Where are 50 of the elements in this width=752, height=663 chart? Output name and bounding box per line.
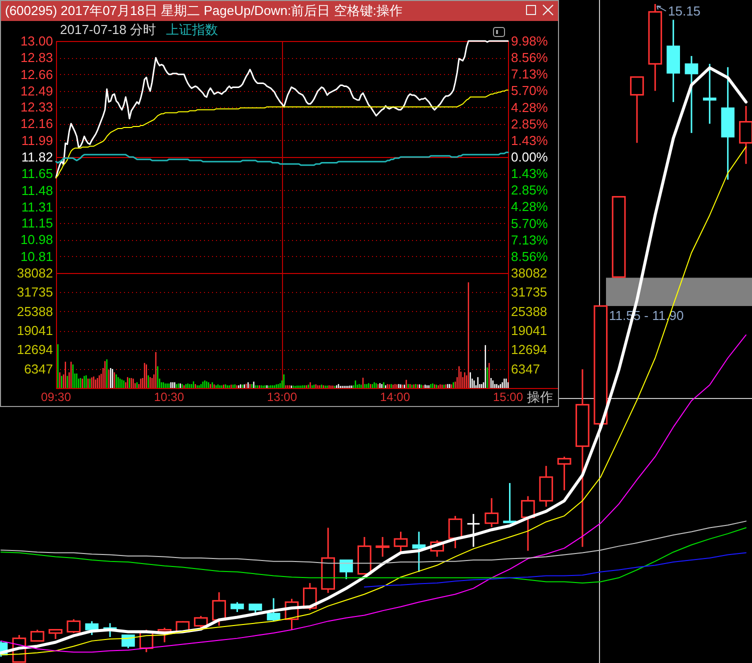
x-tick-label: 09:30 — [40, 390, 72, 404]
y2-tick-label: 8.56% — [511, 50, 548, 66]
annotation: 操作 — [527, 390, 553, 404]
y2-tick-label: 9.98% — [511, 34, 548, 48]
y-tick-label: 11.99 — [21, 132, 53, 148]
y-tick-label: 12694 — [16, 342, 53, 358]
x-tick-label: 13:00 — [266, 390, 298, 404]
y2-tick-label: 2.85% — [511, 116, 548, 132]
y-tick-label: 13.00 — [20, 34, 53, 48]
y-tick-label: 11.82 — [21, 150, 53, 164]
y-tick-label: 11.65 — [21, 166, 53, 182]
y-tick-label: 11.15 — [21, 215, 53, 230]
y2-tick-label: 19041 — [511, 323, 548, 338]
y-tick-label: 31735 — [16, 284, 53, 300]
y-tick-label: 12.83 — [20, 50, 53, 66]
y2-tick-label: 6347 — [511, 361, 540, 376]
y2-tick-label: 5.70% — [511, 83, 548, 98]
y2-tick-label: 1.43% — [511, 132, 548, 148]
x-tick-label: 10:30 — [154, 390, 184, 404]
y2-tick-label: 0.00% — [511, 150, 548, 164]
y-tick-label: 19041 — [16, 323, 53, 338]
y2-tick-label: 8.56% — [511, 248, 548, 264]
y2-tick-label: 31735 — [511, 284, 548, 300]
y-tick-label: 12.33 — [20, 99, 53, 114]
x-tick-label: 15:00 — [492, 390, 524, 404]
y2-tick-label: 4.28% — [511, 199, 548, 214]
y-tick-label: 10.98 — [20, 232, 53, 248]
y2-tick-label: 5.70% — [511, 216, 548, 231]
y2-tick-label: 38082 — [511, 266, 548, 280]
y-tick-label: 12.49 — [20, 84, 53, 99]
x-tick-label: 14:00 — [380, 390, 410, 404]
y2-tick-label: 1.43% — [511, 166, 548, 182]
y-tick-label: 25388 — [16, 304, 53, 319]
text: 上证指数 — [166, 22, 218, 37]
chart-title: (600295) 2017年07月18日 星期二 PageUp/Down:前后日 空格键:操作 — [5, 3, 402, 18]
y2-tick-label: 4.28% — [511, 100, 548, 115]
y2-tick-label: 2.85% — [511, 182, 548, 198]
y-tick-label: 11.31 — [21, 200, 53, 215]
y-tick-label: 10.81 — [20, 248, 53, 264]
y-tick-label: 6347 — [24, 361, 53, 376]
y-tick-label: 12.66 — [20, 66, 53, 82]
y-tick-label: 11.48 — [21, 182, 53, 198]
y2-tick-label: 7.13% — [511, 66, 548, 82]
annotation: 15.15 — [668, 4, 701, 18]
chart-subtitle: 2017-07-18 分时 — [60, 22, 156, 37]
y2-tick-label: 25388 — [511, 304, 548, 319]
y2-tick-label: 7.13% — [511, 232, 548, 248]
y2-tick-label: 12694 — [511, 342, 548, 358]
y-tick-label: 12.16 — [20, 116, 53, 132]
y-tick-label: 38082 — [16, 266, 53, 280]
